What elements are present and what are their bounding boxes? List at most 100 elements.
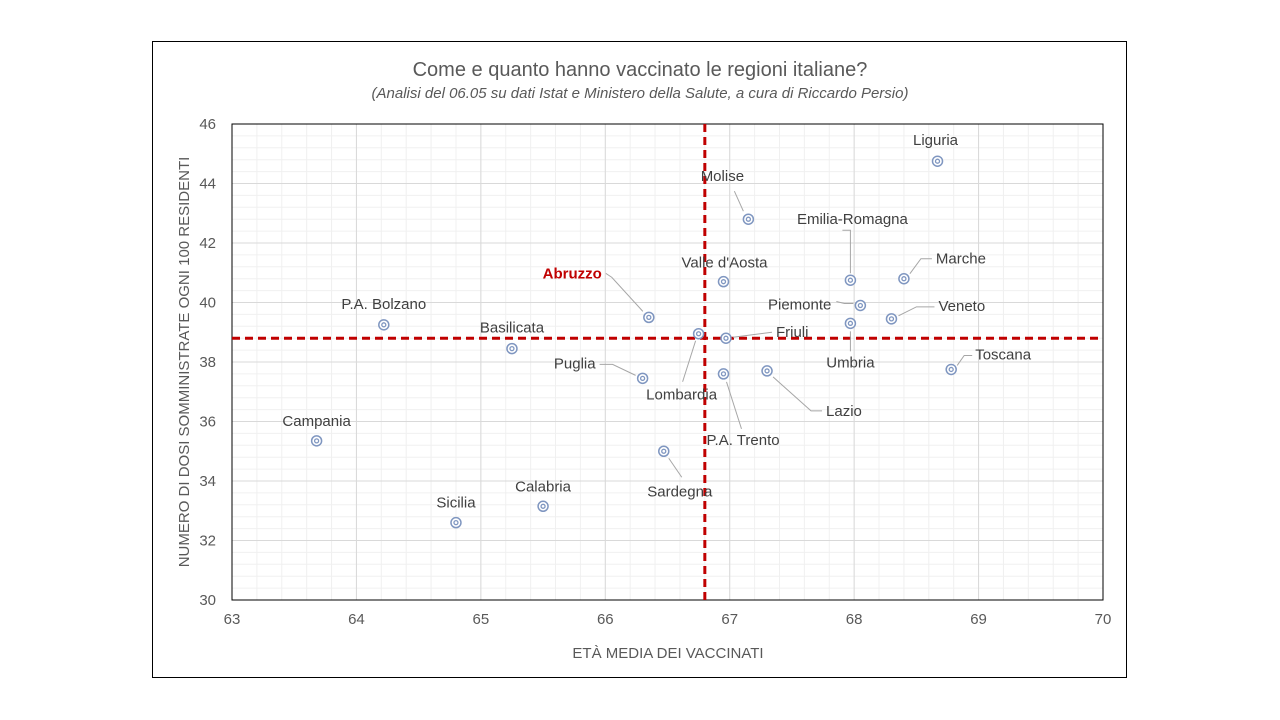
marker-inner xyxy=(509,345,515,352)
marker-inner xyxy=(948,366,954,373)
x-tick-label: 63 xyxy=(224,611,241,628)
data-point xyxy=(537,500,549,513)
chart-frame: Come e quanto hanno vaccinato le regioni… xyxy=(152,41,1127,678)
marker-inner xyxy=(453,519,459,526)
data-point xyxy=(898,272,910,285)
marker-outer xyxy=(692,327,705,340)
data-point xyxy=(636,372,649,385)
marker-inner xyxy=(764,368,770,374)
marker-inner xyxy=(723,335,729,341)
marker-outer xyxy=(720,332,732,344)
point-label: Lazio xyxy=(826,403,862,420)
marker-inner xyxy=(646,314,652,321)
chart-title: Come e quanto hanno vaccinato le regioni… xyxy=(413,59,868,81)
marker-inner xyxy=(639,375,646,382)
marker-outer xyxy=(844,274,857,286)
marker-inner xyxy=(313,438,320,444)
leader-line xyxy=(726,381,742,430)
x-tick-label: 67 xyxy=(721,611,738,628)
leader-line xyxy=(956,354,973,366)
marker-outer xyxy=(310,435,323,447)
point-label: Marche xyxy=(936,251,986,268)
x-tick-label: 65 xyxy=(473,611,490,628)
point-label: Basilicata xyxy=(480,320,545,337)
point-label: Sardegna xyxy=(647,483,713,500)
marker-inner xyxy=(888,316,895,322)
marker-outer xyxy=(854,299,867,312)
data-point xyxy=(945,363,957,376)
leader-line xyxy=(842,229,851,274)
leader-line xyxy=(733,190,744,212)
point-label: Toscana xyxy=(975,346,1032,363)
axis-ticks: 63 64 65 66 67 68 69 70 30 32 34 36 38 40 42 44 46 xyxy=(199,116,1111,628)
data-point xyxy=(692,327,705,340)
marker-outer xyxy=(537,500,549,513)
marker-outer xyxy=(898,272,910,285)
leader-line xyxy=(682,340,697,382)
marker-outer xyxy=(636,372,649,385)
data-point xyxy=(885,313,898,325)
data-point xyxy=(506,342,518,355)
x-tick-label: 66 xyxy=(597,611,614,628)
point-label: Umbria xyxy=(826,354,875,371)
leader-line xyxy=(898,306,935,317)
data-point xyxy=(844,274,857,286)
marker-inner xyxy=(745,216,752,222)
x-axis-label: ETÀ MEDIA DEI VACCINATI xyxy=(572,645,763,662)
point-label: Veneto xyxy=(938,298,985,315)
data-point xyxy=(761,365,773,377)
marker-inner xyxy=(540,503,546,509)
marker-inner xyxy=(847,277,854,283)
data-points xyxy=(310,155,957,529)
data-point xyxy=(717,368,730,380)
data-point xyxy=(643,311,655,324)
data-point xyxy=(658,445,670,457)
chart-subtitle: (Analisi del 06.05 su dati Istat e Minis… xyxy=(372,85,909,102)
leader-line xyxy=(836,300,854,304)
marker-inner xyxy=(857,302,864,309)
marker-inner xyxy=(661,448,667,454)
data-point xyxy=(854,299,867,312)
point-label: Piemonte xyxy=(768,296,831,313)
leader-line xyxy=(909,258,932,274)
data-point xyxy=(931,155,944,167)
y-tick-label: 34 xyxy=(199,473,216,490)
data-point xyxy=(742,213,755,225)
y-tick-label: 44 xyxy=(199,176,216,193)
x-tick-label: 68 xyxy=(846,611,863,628)
marker-inner xyxy=(381,322,387,328)
marker-outer xyxy=(717,275,730,288)
leader-line xyxy=(732,331,773,338)
x-tick-label: 69 xyxy=(970,611,987,628)
marker-outer xyxy=(885,313,898,325)
marker-outer xyxy=(506,342,518,355)
point-label: Puglia xyxy=(554,355,596,372)
marker-outer xyxy=(945,363,957,376)
marker-outer xyxy=(378,319,390,331)
data-point xyxy=(450,516,462,529)
y-tick-label: 38 xyxy=(199,354,216,371)
y-tick-label: 32 xyxy=(199,533,216,550)
point-label: Friuli xyxy=(776,324,809,341)
y-tick-label: 36 xyxy=(199,414,216,431)
marker-outer xyxy=(931,155,944,167)
point-label: Sicilia xyxy=(436,495,476,512)
marker-outer xyxy=(658,445,670,457)
marker-inner xyxy=(901,276,907,282)
marker-inner xyxy=(934,158,941,164)
point-label: Valle d'Aosta xyxy=(682,255,769,272)
y-tick-label: 46 xyxy=(199,116,216,133)
point-label: Campania xyxy=(282,413,351,430)
data-point xyxy=(720,332,732,344)
leader-line xyxy=(605,272,644,312)
data-point xyxy=(717,275,730,288)
y-tick-label: 30 xyxy=(199,592,216,609)
marker-outer xyxy=(761,365,773,377)
point-label: P.A. Bolzano xyxy=(341,296,426,313)
scatter-chart: Come e quanto hanno vaccinato le regioni… xyxy=(176,59,1111,662)
point-label: P.A. Trento xyxy=(706,432,779,449)
plot-area xyxy=(231,123,1104,601)
x-tick-label: 64 xyxy=(348,611,365,628)
marker-outer xyxy=(742,213,755,225)
point-label: Liguria xyxy=(913,132,959,149)
